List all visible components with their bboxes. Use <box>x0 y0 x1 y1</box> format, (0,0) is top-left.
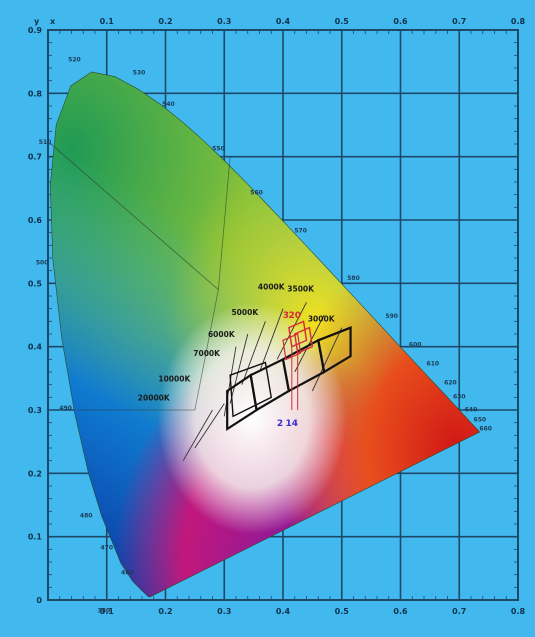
bin-quadrangle <box>293 326 314 355</box>
wavelength-label: 630 <box>453 394 466 401</box>
wavelength-label: 650 <box>474 416 487 423</box>
cct-label: 6000K <box>208 330 236 339</box>
x-tick-label-top: 0.1 <box>100 17 115 26</box>
bin-label: 3 <box>283 311 289 321</box>
cct-label: 4000K <box>258 283 286 292</box>
wavelength-label: 570 <box>294 228 307 235</box>
iso-temperature-line <box>182 409 213 461</box>
plot-frame <box>47 29 519 601</box>
bin-quadrangle <box>288 320 308 348</box>
y-tick-label: 0.5 <box>28 279 43 288</box>
cct-label: 20000K <box>138 394 171 403</box>
wavelength-label: 470 <box>100 544 113 551</box>
wavelength-label: 540 <box>162 101 175 108</box>
cct-iso-lines <box>50 143 343 461</box>
wavelength-label: 480 <box>80 513 93 520</box>
bin-label: 20 <box>288 311 301 321</box>
wavelength-label: 510 <box>39 139 52 146</box>
x-tick-label: 0.4 <box>276 607 291 616</box>
wavelength-label: 610 <box>427 361 440 368</box>
wavelength-label: 380 <box>98 608 111 615</box>
tick-labels: 0.1 0.1 0.2 0.2 0.3 0.3 0.4 0.4 0.5 0.5 0.6 0.6 0.7 0… <box>28 17 526 616</box>
wavelength-label: 550 <box>212 145 225 152</box>
wavelength-label: 500 <box>36 259 49 266</box>
x-tick-label-top: 0.5 <box>335 17 350 26</box>
spectral-locus-outline <box>49 71 481 598</box>
wavelength-label: 640 <box>465 406 478 413</box>
x-tick-label-top: 0.3 <box>217 17 231 26</box>
y-tick-label: 0.7 <box>28 153 42 162</box>
bin-quadrangle <box>229 361 273 418</box>
y-tick-label: 0.6 <box>28 216 43 225</box>
region-divider <box>217 156 231 290</box>
iso-temperature-line <box>259 308 284 373</box>
led-bin-quadrangles <box>226 320 352 432</box>
x-tick-label: 0.7 <box>452 607 466 616</box>
wavelength-label: 580 <box>347 275 360 282</box>
bin-labels: 3 20 2 14 <box>277 311 301 429</box>
x-tick-label-top: 0.7 <box>452 17 466 26</box>
wavelength-label: 600 <box>409 342 422 349</box>
wavelength-label: 620 <box>444 380 457 387</box>
x-tick-label-top: 0.4 <box>276 17 291 26</box>
y-tick-label: 0.1 <box>28 533 43 542</box>
x-tick-label: 0.1 <box>100 607 115 616</box>
wavelength-label: 660 <box>479 425 492 432</box>
cct-label: 5000K <box>231 308 259 317</box>
wavelength-label: 490 <box>59 405 72 412</box>
x-tick-label: 0.8 <box>511 607 526 616</box>
wavelength-label: 530 <box>133 69 146 76</box>
y-tick-label: 0.3 <box>28 406 42 415</box>
iso-temperature-line <box>294 314 325 373</box>
x-tick-label-top: 0.6 <box>393 17 408 26</box>
x-tick-label: 0.6 <box>393 607 408 616</box>
y-tick-label: 0.4 <box>28 343 43 352</box>
y-tick-label: 0.9 <box>28 26 43 35</box>
iso-temperature-line <box>241 321 266 385</box>
iso-temperature-line <box>311 327 343 392</box>
wavelength-label: 460 <box>121 570 134 577</box>
iso-temperature-line <box>276 302 307 360</box>
x-tick-label-top: 0.8 <box>511 17 526 26</box>
bin-quadrangle <box>282 333 302 361</box>
region-divider <box>194 289 219 411</box>
cct-label: 3000K <box>308 314 336 323</box>
cct-label: 10000K <box>158 375 191 384</box>
iso-temperature-line <box>229 333 249 404</box>
y-tick-label: 0.2 <box>28 469 42 478</box>
bin-label: 2 <box>277 419 283 429</box>
cct-labels: 4000K 5000K 6000K 7000K 10000K 20000K 3500K 300… <box>138 283 336 403</box>
bin-quadrangle <box>317 326 352 374</box>
y-axis-corner-label: y <box>34 17 40 26</box>
cct-label: 7000K <box>193 349 221 358</box>
cct-label: 3500K <box>287 285 315 294</box>
wavelength-labels: 380 460 470 480 490 500 510 520 530 540 550 560 570 5… <box>36 57 492 615</box>
region-divider <box>50 143 219 291</box>
y-tick-label: 0 <box>36 596 42 605</box>
wavelength-label: 590 <box>385 313 398 320</box>
y-tick-label: 0.8 <box>28 89 43 98</box>
wavelength-label: 560 <box>250 190 263 197</box>
bin-label: 14 <box>286 419 299 429</box>
wavelength-label: 520 <box>68 57 81 64</box>
iso-temperature-line <box>194 403 225 449</box>
x-axis-corner-label: x <box>50 17 56 26</box>
x-tick-label-top: 0.2 <box>158 17 172 26</box>
x-tick-label: 0.5 <box>335 607 350 616</box>
x-tick-label: 0.2 <box>158 607 172 616</box>
x-tick-label: 0.3 <box>217 607 231 616</box>
